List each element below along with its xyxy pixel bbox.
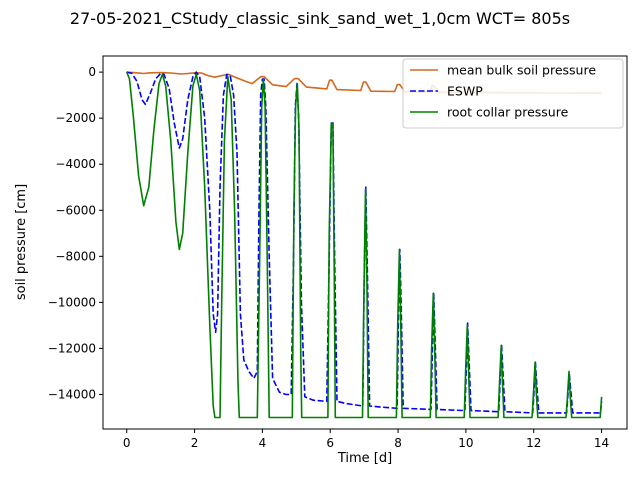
legend: mean bulk soil pressure ESWP root collar p…: [402, 58, 624, 129]
x-tick-label: 4: [259, 436, 267, 450]
y-tick-label: −10000: [48, 295, 96, 309]
plot-frame: [102, 55, 628, 430]
x-tick-label: 14: [594, 436, 609, 450]
x-tick-label: 6: [326, 436, 334, 450]
x-tick-label: 2: [191, 436, 199, 450]
y-tick-label: −14000: [48, 387, 96, 401]
y-tick-label: −2000: [55, 111, 96, 125]
y-tick-label: 0: [88, 65, 96, 79]
x-tick-label: 12: [526, 436, 541, 450]
y-tick-label: −6000: [55, 203, 96, 217]
x-tick-label: 0: [123, 436, 131, 450]
x-axis-label: Time [d]: [337, 451, 392, 466]
legend-label-2: root collar pressure: [447, 105, 569, 120]
y-axis: 0 −2000 −4000 −6000 −8000 −10000 −12000 −14000: [48, 65, 103, 401]
legend-label-1: ESWP: [447, 84, 483, 99]
x-tick-label: 8: [394, 436, 402, 450]
series-line-2: [125, 71, 603, 419]
legend-label-0: mean bulk soil pressure: [447, 63, 596, 78]
legend-box: [402, 58, 624, 129]
x-axis: 0 2 4 6 8 10 12 14: [123, 429, 609, 450]
y-tick-label: −8000: [55, 249, 96, 263]
y-tick-label: −12000: [48, 341, 96, 355]
y-axis-label: soil pressure [cm]: [14, 184, 29, 300]
y-tick-label: −4000: [55, 157, 96, 171]
chart-title: 27-05-2021_CStudy_classic_sink_sand_wet_…: [70, 9, 570, 29]
x-tick-label: 10: [458, 436, 473, 450]
